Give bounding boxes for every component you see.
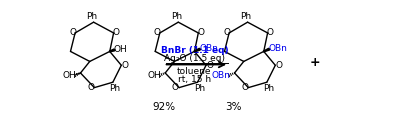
- Text: 92%: 92%: [152, 102, 175, 112]
- Text: Ph: Ph: [241, 12, 252, 21]
- Text: Ph: Ph: [171, 12, 182, 21]
- Text: O: O: [154, 28, 161, 37]
- Text: O: O: [266, 28, 273, 37]
- Text: O: O: [87, 83, 94, 92]
- Text: OH: OH: [147, 71, 161, 80]
- Text: O: O: [69, 28, 76, 37]
- Text: OH: OH: [114, 45, 127, 54]
- Text: 3%: 3%: [225, 102, 241, 112]
- Text: O: O: [223, 28, 230, 37]
- Text: O: O: [172, 83, 179, 92]
- Text: O: O: [122, 61, 129, 70]
- Text: O: O: [197, 28, 204, 37]
- Text: OBn: OBn: [200, 44, 218, 53]
- Polygon shape: [264, 48, 270, 52]
- Text: Ph: Ph: [194, 84, 205, 93]
- Text: OBn: OBn: [212, 71, 231, 80]
- Text: O: O: [113, 28, 119, 37]
- Text: O: O: [241, 83, 248, 92]
- Polygon shape: [110, 49, 115, 52]
- Text: Ph: Ph: [87, 12, 97, 21]
- Text: toluene: toluene: [177, 67, 212, 76]
- Text: Ph: Ph: [110, 84, 121, 93]
- Text: OH: OH: [63, 71, 76, 80]
- Polygon shape: [194, 48, 200, 52]
- Text: BnBr (1.1 eq): BnBr (1.1 eq): [160, 46, 228, 55]
- Text: Ag₂O (1.5 eq): Ag₂O (1.5 eq): [164, 54, 225, 63]
- Text: O: O: [206, 61, 213, 70]
- Text: O: O: [276, 61, 283, 70]
- Text: +: +: [310, 57, 320, 69]
- Text: rt, 15 h: rt, 15 h: [178, 75, 211, 84]
- Text: Ph: Ph: [264, 84, 275, 93]
- Text: OBn: OBn: [269, 44, 288, 53]
